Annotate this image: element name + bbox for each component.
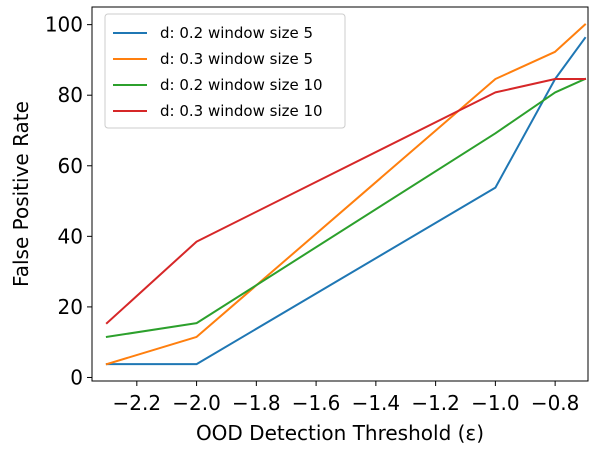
y-axis-ticks: 0 20 40 60 80 100: [45, 13, 92, 389]
series-line-2: [105, 23, 587, 366]
x-tick-label: −1.0: [471, 391, 520, 415]
y-tick-label: 20: [58, 295, 83, 319]
series-lines: [105, 23, 587, 366]
legend-label-3: d: 0.2 window size 10: [160, 76, 323, 94]
y-tick-label: 80: [58, 83, 83, 107]
x-tick-label: −2.0: [172, 391, 221, 415]
legend: d: 0.2 window size 5 d: 0.3 window size 5…: [104, 13, 346, 129]
x-tick-label: −2.2: [113, 391, 162, 415]
series-line-1: [105, 36, 587, 366]
y-tick-label: 40: [58, 224, 83, 248]
x-tick-label: −1.6: [292, 391, 341, 415]
x-tick-label: −0.8: [531, 391, 580, 415]
y-tick-label: 0: [70, 365, 83, 389]
y-axis-label: False Positive Rate: [9, 101, 33, 287]
series-line-4: [105, 78, 586, 325]
plot-frame: [91, 6, 589, 382]
x-tick-label: −1.4: [352, 391, 401, 415]
legend-label-1: d: 0.2 window size 5: [160, 24, 313, 42]
series-line-3: [105, 77, 587, 339]
y-tick-label: 60: [58, 154, 83, 178]
x-tick-label: −1.2: [411, 391, 460, 415]
x-axis-label: OOD Detection Threshold (ε): [196, 421, 484, 445]
legend-label-4: d: 0.3 window size 10: [160, 102, 323, 120]
legend-label-2: d: 0.3 window size 5: [160, 50, 313, 68]
legend-box: [104, 13, 346, 129]
x-tick-label: −1.8: [232, 391, 281, 415]
x-axis-ticks: −2.2 −2.0 −1.8 −1.6 −1.4 −1.2 −1.0 −0.8: [113, 381, 580, 415]
y-tick-label: 100: [45, 13, 83, 37]
